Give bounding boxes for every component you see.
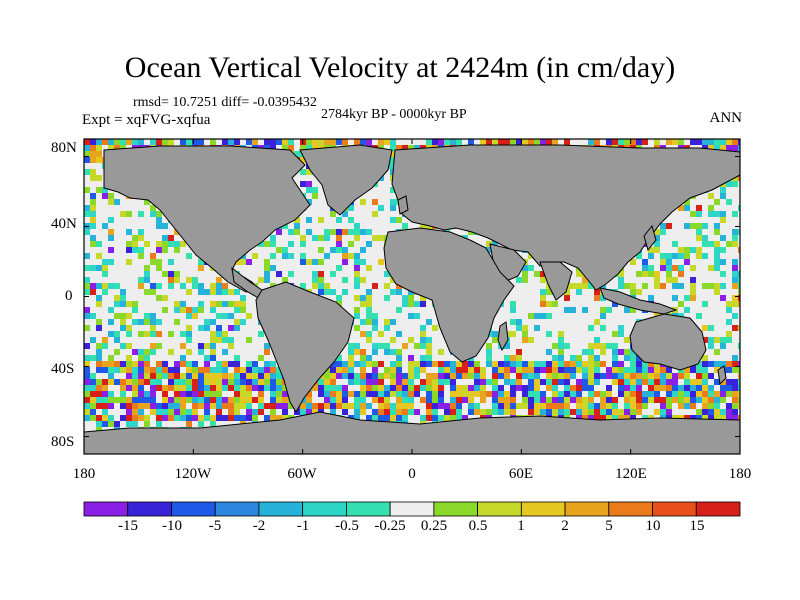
antarctica xyxy=(84,411,740,454)
colorbar-swatch xyxy=(258,501,304,517)
india xyxy=(539,261,573,301)
colorbar-label: -15 xyxy=(118,518,138,534)
colorbar-swatch xyxy=(302,501,347,517)
colorbar-label: 0.25 xyxy=(420,518,448,534)
lon-label-60e: 60E xyxy=(508,466,534,482)
lon-label-120w: 120W xyxy=(174,466,212,482)
colorbar-swatch xyxy=(477,501,522,517)
madagascar xyxy=(497,321,509,352)
colorbar-label: -5 xyxy=(208,518,222,534)
colorbar-swatch xyxy=(171,501,216,517)
colorbar-swatch xyxy=(389,501,435,517)
lat-label-80s: 80S xyxy=(51,434,75,450)
rmsd-diff-stats: rmsd= 10.7251 diff= -0.0395432 xyxy=(133,95,317,110)
lat-label-80n: 80N xyxy=(51,140,77,156)
colorbar-swatch xyxy=(433,501,479,517)
new-zealand xyxy=(717,365,727,386)
colorbar xyxy=(83,501,741,517)
experiment-label: Expt = xqFVG-xqfua xyxy=(82,112,211,128)
colorbar-label: -2 xyxy=(252,518,266,534)
colorbar-swatch xyxy=(83,501,129,517)
colorbar-swatch xyxy=(345,501,391,517)
colorbar-label: 0.5 xyxy=(468,518,488,534)
greenland xyxy=(299,144,393,216)
colorbar-label: 15 xyxy=(689,518,705,534)
colorbar-swatch xyxy=(214,501,260,517)
colorbar-label: 2 xyxy=(561,518,569,534)
lon-label-180e: 180 xyxy=(728,466,752,482)
colorbar-swatch xyxy=(695,501,741,517)
colorbar-swatch xyxy=(520,501,566,517)
land-masses xyxy=(84,144,740,454)
south-america xyxy=(255,281,355,413)
japan xyxy=(643,224,657,252)
colorbar-label: 10 xyxy=(645,518,661,534)
time-period: 2784kyr BP - 0000kyr BP xyxy=(321,107,467,122)
axis-ticks xyxy=(83,139,741,454)
season-label: ANN xyxy=(709,110,743,126)
colorbar-label: -0.25 xyxy=(374,518,406,534)
colorbar-swatch xyxy=(608,501,653,517)
lon-label-60w: 60W xyxy=(287,466,317,482)
lon-label-180w: 180 xyxy=(72,466,96,482)
colorbar-label: -0.5 xyxy=(335,518,359,534)
australia xyxy=(629,313,707,371)
map-title: Ocean Vertical Velocity at 2424m (in cm/… xyxy=(124,51,676,84)
colorbar-swatch xyxy=(652,501,697,517)
lat-label-40s: 40S xyxy=(51,361,75,377)
colorbar-label: 5 xyxy=(605,518,613,534)
lon-label-120e: 120E xyxy=(615,466,647,482)
colorbar-label: -10 xyxy=(162,518,182,534)
lat-label-40n: 40N xyxy=(51,216,77,232)
british-isles xyxy=(397,195,409,215)
colorbar-swatch xyxy=(127,501,172,517)
colorbar-label: -1 xyxy=(296,518,310,534)
eurasia xyxy=(391,144,740,291)
colorbar-label: 1 xyxy=(517,518,525,534)
southeast-asia xyxy=(599,287,678,315)
colorbar-swatch xyxy=(564,501,610,517)
lat-label-0: 0 xyxy=(65,288,73,304)
africa xyxy=(383,227,515,363)
lon-label-0: 0 xyxy=(408,466,416,482)
